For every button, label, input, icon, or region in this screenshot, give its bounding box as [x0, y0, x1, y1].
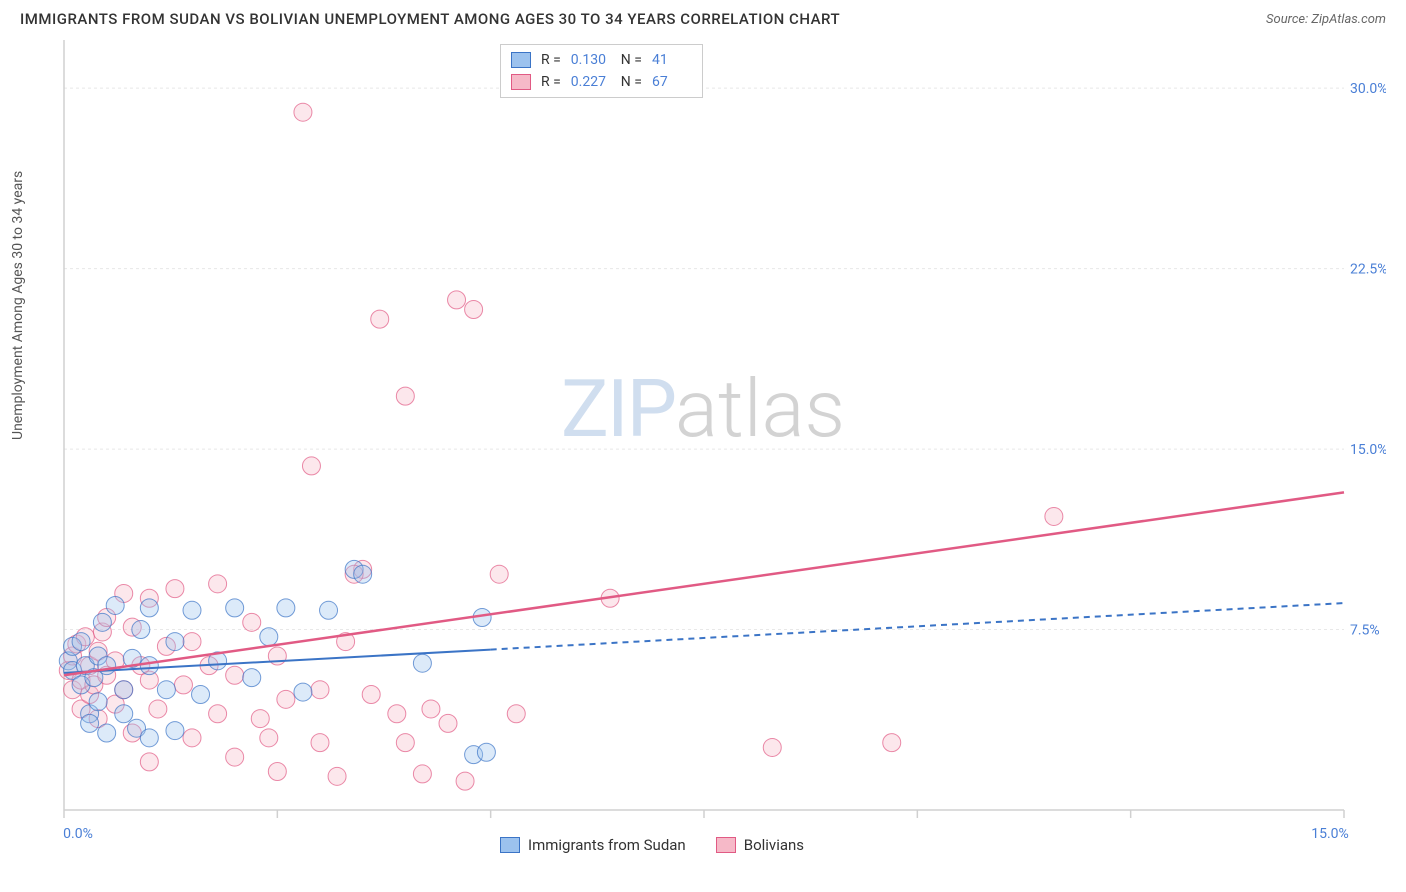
data-point — [490, 565, 508, 583]
n-value: 41 — [652, 49, 692, 71]
data-point — [115, 705, 133, 723]
data-point — [166, 722, 184, 740]
legend-swatch — [511, 74, 531, 90]
data-point — [243, 669, 261, 687]
data-point — [311, 681, 329, 699]
data-point — [183, 633, 201, 651]
data-point — [354, 565, 372, 583]
data-point — [268, 763, 286, 781]
n-label: N = — [621, 71, 642, 93]
data-point — [89, 693, 107, 711]
data-point — [132, 621, 150, 639]
data-point — [294, 103, 312, 121]
data-point — [302, 457, 320, 475]
data-point — [98, 724, 116, 742]
data-point — [115, 681, 133, 699]
data-point — [477, 743, 495, 761]
data-point — [209, 575, 227, 593]
y-axis-label: Unemployment Among Ages 30 to 34 years — [10, 171, 26, 440]
data-point — [140, 657, 158, 675]
chart-area: Unemployment Among Ages 30 to 34 years 7… — [20, 40, 1386, 860]
data-point — [328, 767, 346, 785]
svg-text:15.0%: 15.0% — [1350, 442, 1386, 458]
svg-text:7.5%: 7.5% — [1350, 623, 1380, 639]
legend-swatch — [500, 837, 520, 853]
svg-text:0.0%: 0.0% — [63, 826, 93, 842]
data-point — [226, 599, 244, 617]
data-point — [763, 738, 781, 756]
data-point — [192, 686, 210, 704]
legend-label: Bolivians — [744, 836, 804, 854]
data-point — [465, 301, 483, 319]
data-point — [507, 705, 525, 723]
legend-stats-box: R = 0.130 N = 41 R = 0.227 N = 67 — [500, 44, 703, 98]
r-label: R = — [541, 49, 561, 71]
data-point — [140, 753, 158, 771]
data-point — [72, 633, 90, 651]
data-point — [456, 772, 474, 790]
data-point — [174, 676, 192, 694]
data-point — [277, 690, 295, 708]
legend-series: Immigrants from Sudan Bolivians — [500, 836, 804, 854]
data-point — [413, 654, 431, 672]
legend-item: Bolivians — [716, 836, 804, 854]
data-point — [439, 714, 457, 732]
data-point — [413, 765, 431, 783]
data-point — [294, 683, 312, 701]
data-point — [396, 387, 414, 405]
legend-swatch — [511, 52, 531, 68]
legend-stat-row: R = 0.227 N = 67 — [511, 71, 692, 93]
data-point — [396, 734, 414, 752]
source-label: Source: ZipAtlas.com — [1266, 12, 1386, 27]
data-point — [166, 633, 184, 651]
r-label: R = — [541, 71, 561, 93]
data-point — [93, 613, 111, 631]
n-label: N = — [621, 49, 642, 71]
data-point — [209, 705, 227, 723]
r-value: 0.227 — [571, 71, 611, 93]
data-point — [311, 734, 329, 752]
data-point — [388, 705, 406, 723]
trend-line-ext — [491, 603, 1344, 650]
data-point — [277, 599, 295, 617]
data-point — [226, 748, 244, 766]
svg-text:22.5%: 22.5% — [1350, 262, 1386, 278]
trend-line — [64, 492, 1344, 675]
n-value: 67 — [652, 71, 692, 93]
data-point — [98, 657, 116, 675]
data-point — [183, 729, 201, 747]
data-point — [140, 729, 158, 747]
data-point — [166, 580, 184, 598]
data-point — [260, 729, 278, 747]
legend-stat-row: R = 0.130 N = 41 — [511, 49, 692, 71]
data-point — [81, 714, 99, 732]
data-point — [883, 734, 901, 752]
data-point — [226, 666, 244, 684]
svg-text:30.0%: 30.0% — [1350, 81, 1386, 97]
data-point — [157, 681, 175, 699]
data-point — [106, 596, 124, 614]
data-point — [371, 310, 389, 328]
data-point — [320, 601, 338, 619]
data-point — [362, 686, 380, 704]
chart-title: IMMIGRANTS FROM SUDAN VS BOLIVIAN UNEMPL… — [20, 10, 840, 28]
data-point — [251, 710, 269, 728]
data-point — [260, 628, 278, 646]
data-point — [183, 601, 201, 619]
data-point — [1045, 507, 1063, 525]
r-value: 0.130 — [571, 49, 611, 71]
legend-swatch — [716, 837, 736, 853]
data-point — [448, 291, 466, 309]
data-point — [140, 599, 158, 617]
svg-text:15.0%: 15.0% — [1311, 826, 1349, 842]
scatter-plot-svg: 7.5% 15.0% 22.5% 30.0% 0.0% 15.0% — [20, 40, 1386, 860]
data-point — [149, 700, 167, 718]
legend-item: Immigrants from Sudan — [500, 836, 686, 854]
data-point — [243, 613, 261, 631]
data-point — [422, 700, 440, 718]
legend-label: Immigrants from Sudan — [528, 836, 686, 854]
